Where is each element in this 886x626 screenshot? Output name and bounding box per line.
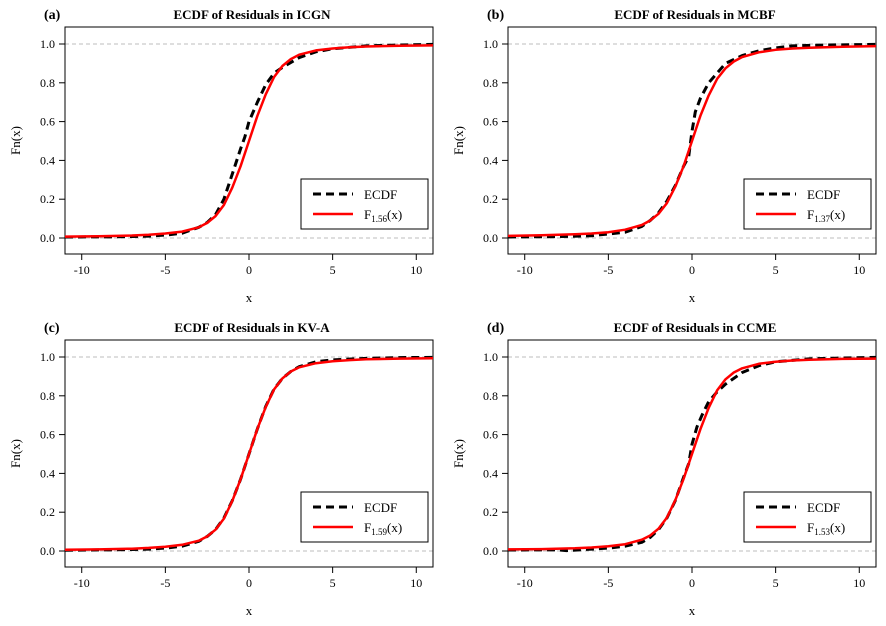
legend: ECDF F1.56(x) xyxy=(300,178,429,230)
legend-fit-label: F1.59(x) xyxy=(364,520,402,537)
legend-ecdf-label: ECDF xyxy=(364,187,397,202)
x-tick-label: 10 xyxy=(853,576,865,590)
panel-tag: (d) xyxy=(487,321,504,336)
legend-fit-label: F1.37(x) xyxy=(807,207,845,224)
y-tick-label: 0.2 xyxy=(40,192,55,206)
chart-title: ECDF of Residuals in KV-A xyxy=(174,320,330,335)
legend-ecdf-label: ECDF xyxy=(807,187,840,202)
legend-ecdf-label: ECDF xyxy=(364,500,397,515)
y-tick-label: 0.8 xyxy=(483,76,498,90)
chart-svg: (a) ECDF of Residuals in ICGN 0.0 0.2 0.4 0.6… xyxy=(8,7,434,305)
legend-box xyxy=(300,491,429,543)
y-tick-label: 0.0 xyxy=(483,231,498,245)
legend-fit-label: F1.53(x) xyxy=(807,520,845,537)
x-tick-label: 5 xyxy=(773,263,779,277)
legend-box xyxy=(743,491,872,543)
y-axis-label: Fn(x) xyxy=(8,439,23,468)
y-tick-label: 1.0 xyxy=(40,37,55,51)
y-tick-label: 0.4 xyxy=(483,153,498,167)
chart-title: ECDF of Residuals in ICGN xyxy=(174,7,332,22)
ecdf-series-line xyxy=(508,42,876,239)
x-tick-label: -10 xyxy=(74,576,90,590)
y-tick-label: 0.4 xyxy=(40,153,55,167)
x-axis-label: x xyxy=(246,290,253,305)
panel-tag: (b) xyxy=(487,8,504,23)
x-tick-label: 10 xyxy=(853,263,865,277)
x-tick-label: 0 xyxy=(246,263,252,277)
x-tick-label: 5 xyxy=(773,576,779,590)
legend-box xyxy=(743,178,872,230)
x-tick-label: 5 xyxy=(330,576,336,590)
legend-ecdf-label: ECDF xyxy=(807,500,840,515)
y-tick-label: 0.0 xyxy=(40,544,55,558)
chart-title: ECDF of Residuals in CCME xyxy=(614,320,777,335)
x-axis-label: x xyxy=(689,290,696,305)
x-tick-label: 0 xyxy=(689,263,695,277)
y-tick-label: 0.4 xyxy=(40,466,55,480)
x-tick-label: -10 xyxy=(517,263,533,277)
legend: ECDF F1.59(x) xyxy=(300,491,429,543)
legend: ECDF F1.53(x) xyxy=(743,491,872,543)
y-tick-label: 1.0 xyxy=(40,350,55,364)
x-tick-label: 0 xyxy=(246,576,252,590)
panel-tag: (a) xyxy=(44,8,61,23)
y-tick-label: 0.6 xyxy=(483,115,498,129)
legend-box xyxy=(300,178,429,230)
y-tick-label: 0.2 xyxy=(40,505,55,519)
fitted-cdf-series-line xyxy=(508,357,876,551)
chart-panel-c: (c) ECDF of Residuals in KV-A 0.0 0.2 0.4 0.6… xyxy=(0,313,443,626)
x-tick-label: -5 xyxy=(603,576,613,590)
y-tick-label: 0.6 xyxy=(40,115,55,129)
legend-fit-label: F1.56(x) xyxy=(364,207,402,224)
x-tick-label: -10 xyxy=(517,576,533,590)
chart-svg: (d) ECDF of Residuals in CCME 0.0 0.2 0.4 0.6… xyxy=(451,320,877,618)
y-axis-label: Fn(x) xyxy=(8,126,23,155)
x-tick-label: 0 xyxy=(689,576,695,590)
y-tick-label: 0.8 xyxy=(40,389,55,403)
fitted-cdf-series-line xyxy=(65,356,433,552)
y-tick-label: 0.8 xyxy=(483,389,498,403)
y-tick-label: 0.2 xyxy=(483,505,498,519)
legend: ECDF F1.37(x) xyxy=(743,178,872,230)
fitted-cdf-series-line xyxy=(508,44,876,238)
x-tick-label: 10 xyxy=(410,576,422,590)
y-tick-label: 0.0 xyxy=(483,544,498,558)
y-axis-label: Fn(x) xyxy=(451,126,466,155)
x-tick-label: -10 xyxy=(74,263,90,277)
y-tick-label: 0.2 xyxy=(483,192,498,206)
x-tick-label: 5 xyxy=(330,263,336,277)
x-axis-label: x xyxy=(246,603,253,618)
x-axis-label: x xyxy=(689,603,696,618)
x-tick-label: -5 xyxy=(160,263,170,277)
x-tick-label: -5 xyxy=(160,576,170,590)
y-tick-label: 0.6 xyxy=(483,428,498,442)
ecdf-series-line xyxy=(65,42,433,239)
y-axis-label: Fn(x) xyxy=(451,439,466,468)
chart-svg: (c) ECDF of Residuals in KV-A 0.0 0.2 0.4 0.6… xyxy=(8,320,434,618)
chart-panel-b: (b) ECDF of Residuals in MCBF 0.0 0.2 0.4 0.6… xyxy=(443,0,886,313)
panel-tag: (c) xyxy=(44,321,60,336)
chart-svg: (b) ECDF of Residuals in MCBF 0.0 0.2 0.4 0.6… xyxy=(451,7,877,305)
y-tick-label: 0.8 xyxy=(40,76,55,90)
x-tick-label: -5 xyxy=(603,263,613,277)
chart-panel-d: (d) ECDF of Residuals in CCME 0.0 0.2 0.4 0.6… xyxy=(443,313,886,626)
y-tick-label: 1.0 xyxy=(483,37,498,51)
y-tick-label: 0.4 xyxy=(483,466,498,480)
x-tick-label: 10 xyxy=(410,263,422,277)
y-tick-label: 0.6 xyxy=(40,428,55,442)
chart-panel-a: (a) ECDF of Residuals in ICGN 0.0 0.2 0.4 0.6… xyxy=(0,0,443,313)
chart-title: ECDF of Residuals in MCBF xyxy=(614,7,775,22)
y-tick-label: 1.0 xyxy=(483,350,498,364)
fitted-cdf-series-line xyxy=(65,44,433,238)
y-tick-label: 0.0 xyxy=(40,231,55,245)
